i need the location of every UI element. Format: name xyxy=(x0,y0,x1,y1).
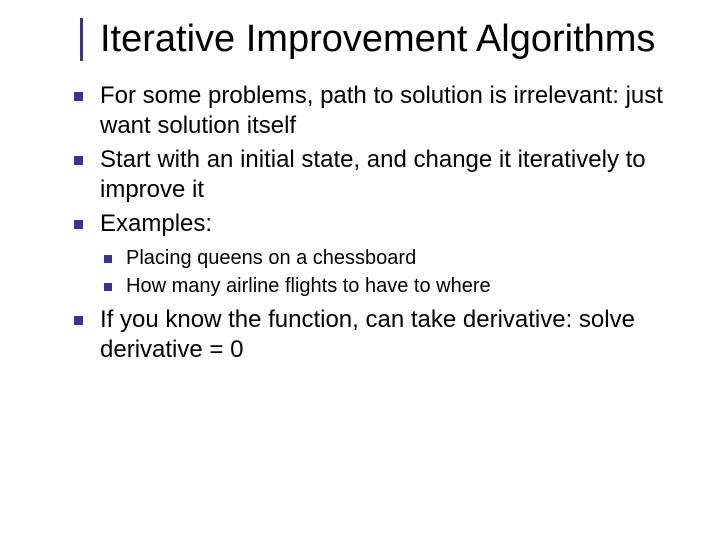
slide-content: For some problems, path to solution is i… xyxy=(60,81,690,365)
bullet-item: For some problems, path to solution is i… xyxy=(70,81,690,141)
slide-title: Iterative Improvement Algorithms xyxy=(100,18,690,61)
title-accent-line xyxy=(80,18,83,61)
slide: Iterative Improvement Algorithms For som… xyxy=(0,0,720,540)
sub-bullet-list: Placing queens on a chessboard How many … xyxy=(100,245,690,299)
sub-bullet-item: Placing queens on a chessboard xyxy=(100,245,690,271)
sub-bullet-item: How many airline flights to have to wher… xyxy=(100,273,690,299)
bullet-item: If you know the function, can take deriv… xyxy=(70,305,690,365)
bullet-item: Start with an initial state, and change … xyxy=(70,145,690,205)
title-wrap: Iterative Improvement Algorithms xyxy=(60,18,690,61)
bullet-list: For some problems, path to solution is i… xyxy=(70,81,690,239)
bullet-list-after: If you know the function, can take deriv… xyxy=(70,305,690,365)
bullet-item: Examples: xyxy=(70,209,690,239)
